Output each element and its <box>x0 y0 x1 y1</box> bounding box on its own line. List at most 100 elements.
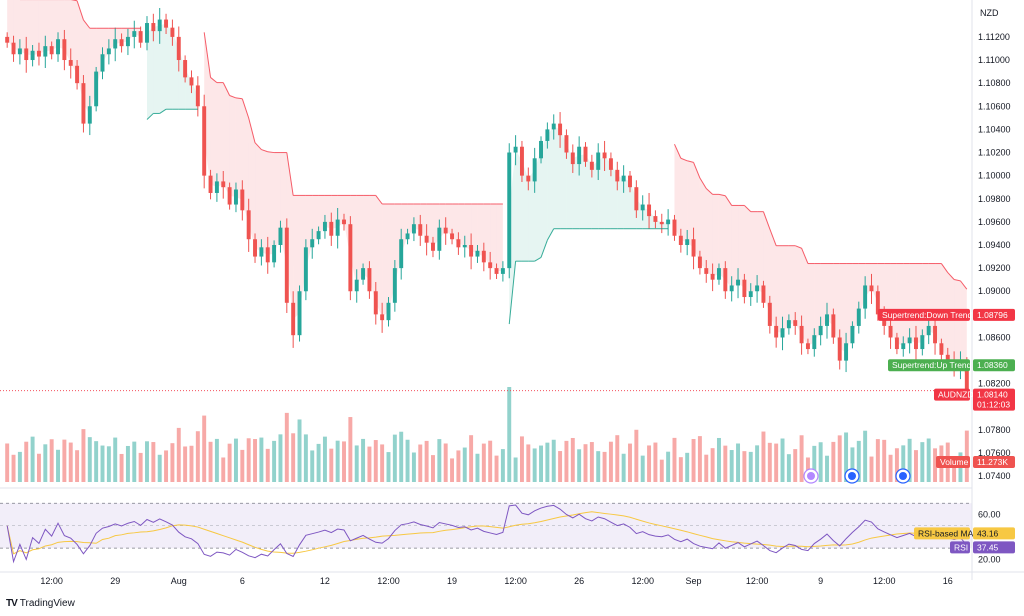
volume-bar <box>704 454 709 482</box>
volume-bar <box>628 443 632 482</box>
candle-body <box>704 268 709 274</box>
last-price-tag-value: 1.08140 <box>977 390 1008 400</box>
volume-bar <box>678 457 683 482</box>
volume-bar <box>729 450 734 482</box>
volume-bar <box>761 431 766 482</box>
rsi-tag-value-bg <box>973 541 1015 554</box>
last-price-tag-label: AUDNZD <box>938 390 973 400</box>
volume-bar <box>431 455 435 482</box>
supertrend-fill-segment <box>293 195 300 319</box>
supertrend-fill-segment <box>159 23 167 114</box>
candle-body <box>761 285 766 303</box>
volume-bar <box>208 441 213 482</box>
volume-bar <box>138 452 143 482</box>
supertrend-up-segment <box>146 113 154 120</box>
candle-body <box>303 247 308 292</box>
volume-bar <box>532 448 537 482</box>
candle-body <box>386 302 391 321</box>
volume-bar <box>844 432 849 482</box>
volume-bar <box>475 453 480 482</box>
supertrend-down-segment <box>718 193 726 197</box>
volume-bar <box>119 453 124 482</box>
y-tick-label: 1.11200 <box>978 32 1010 42</box>
candle-body <box>392 268 397 303</box>
volume-bar <box>189 445 194 482</box>
candle-body <box>284 227 289 303</box>
candle-body <box>189 77 194 86</box>
volume-bar <box>17 451 22 482</box>
supertrend-fill-segment <box>591 161 599 229</box>
candle-body <box>564 135 569 153</box>
supertrend-fill-segment <box>744 205 751 295</box>
supertrend-fill-segment <box>782 245 789 333</box>
candle-body <box>469 245 474 257</box>
supertrend-fill-segment <box>528 169 535 262</box>
y-tick-label: 1.08600 <box>978 332 1011 342</box>
candle-body <box>100 54 105 72</box>
candle-body <box>831 314 836 338</box>
volume-bar <box>11 454 16 482</box>
supertrend-fill-segment <box>617 175 624 229</box>
volume-bar <box>914 450 918 482</box>
supertrend-fill-segment <box>757 211 764 295</box>
volume-bar <box>875 439 880 482</box>
x-tick-label: 6 <box>240 576 245 586</box>
volume-bar <box>716 437 721 482</box>
volume-bar <box>818 442 823 482</box>
volume-bar <box>81 429 86 482</box>
volume-bar <box>56 449 60 482</box>
supertrend-down-segment <box>947 272 955 280</box>
y-tick-label: 1.09000 <box>978 286 1011 296</box>
y-tick-label: 1.10600 <box>978 101 1011 111</box>
volume-bar <box>608 441 613 482</box>
candle-body <box>81 83 86 124</box>
volume-bar <box>437 439 442 482</box>
y-tick-label: 1.11000 <box>978 55 1010 65</box>
supertrend-down-segment <box>254 142 262 150</box>
volume-bar <box>742 451 747 482</box>
candle-body <box>825 314 829 326</box>
volume-bar <box>183 446 188 482</box>
supertrend-down-segment <box>241 98 250 119</box>
volume-bar <box>316 443 321 482</box>
candle-body <box>259 247 264 257</box>
supertrend-up-segment <box>508 261 517 325</box>
brand-logo[interactable]: TV TradingView <box>6 598 75 609</box>
supertrend-fill-segment <box>579 154 586 229</box>
supertrend-up-segment <box>159 108 167 114</box>
candle-body <box>208 175 213 193</box>
volume-bar <box>348 417 353 482</box>
candle-body <box>926 325 931 336</box>
volume-bar <box>494 455 499 482</box>
candle-body <box>710 273 715 280</box>
supertrend-fill-segment <box>153 25 160 114</box>
event-markers[interactable] <box>803 468 911 484</box>
volume-bar <box>507 387 512 482</box>
candle-body <box>685 239 690 245</box>
candle-body <box>755 285 760 292</box>
flag-event-icon[interactable] <box>844 468 860 484</box>
candle-body <box>856 308 861 326</box>
candle-body <box>920 335 925 350</box>
candle-body <box>786 320 791 329</box>
supertrend-fill-segment <box>146 27 154 120</box>
flag-event-icon[interactable] <box>895 468 911 484</box>
candle-body <box>183 60 188 78</box>
volume-bar <box>780 438 785 482</box>
lightning-event-icon[interactable] <box>803 468 819 484</box>
supertrend-fill-segment <box>483 203 491 266</box>
candle-body <box>240 189 245 211</box>
x-tick-label: 26 <box>574 576 584 586</box>
candle-body <box>723 268 728 292</box>
supertrend-down-segment <box>76 0 84 21</box>
supertrend-down-segment <box>795 245 802 249</box>
volume-bar <box>634 429 639 482</box>
volume-bar <box>570 437 575 482</box>
rsi-ma-tag-value: 43.16 <box>977 528 999 538</box>
supertrend-fill-segment <box>890 263 897 344</box>
volume-bar <box>640 455 645 482</box>
candle-body <box>380 314 385 321</box>
supertrend-fill-segment <box>687 160 694 248</box>
